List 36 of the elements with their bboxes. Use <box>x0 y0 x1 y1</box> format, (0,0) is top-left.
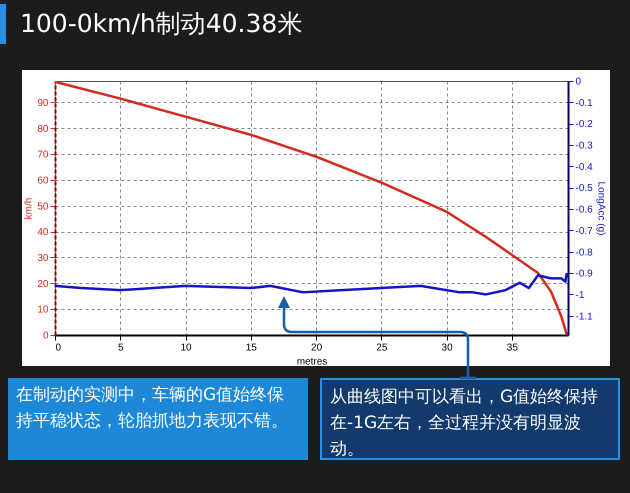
y2-tick-label: 0 <box>576 76 582 88</box>
y-tick-label: 0 <box>42 330 49 342</box>
y-tick-label: 70 <box>37 150 49 161</box>
y-tick-label: 30 <box>37 252 49 264</box>
y-tick-label: 60 <box>37 175 49 186</box>
chart-title: 100-0km/h制动40.38米 <box>0 4 316 44</box>
text: 从曲线图中可以看出，G值始终保持在-1G左右，全过程并没有明显波动。 <box>320 378 620 460</box>
y2-axis-title: LongAcc (g) <box>596 182 607 236</box>
y2-tick-label: -0.2 <box>576 119 594 130</box>
y2-tick-label: -0.6 <box>576 204 594 216</box>
y-tick-label: 40 <box>37 227 49 238</box>
x-tick-label: 20 <box>311 342 323 354</box>
y2-tick-label: -0.7 <box>576 226 594 237</box>
y2-tick-label: -0.1 <box>576 98 594 109</box>
y-tick-label: 80 <box>37 124 49 135</box>
x-tick-label: 5 <box>118 342 124 354</box>
x-tick-label: 25 <box>376 342 388 354</box>
y2-tick-label: -0.5 <box>576 183 594 194</box>
x-tick-label: 15 <box>246 342 258 354</box>
x-tick-label: 35 <box>506 342 518 354</box>
y-tick-label: 20 <box>37 278 49 290</box>
y2-tick-label: -0.4 <box>576 162 594 173</box>
x-tick-label: 30 <box>442 342 454 354</box>
y2-tick-label: -0.8 <box>576 247 594 258</box>
x-axis-title: metres <box>296 356 328 368</box>
text: 在制动的实测中，车辆的G值始终保持平稳状态，轮胎抓地力表现不错。 <box>8 378 308 460</box>
x-tick-label: 10 <box>180 342 192 354</box>
y2-tick-label: -1.1 <box>576 311 594 322</box>
y-tick-label: 10 <box>37 304 49 316</box>
y2-tick-label: -0.3 <box>576 140 594 152</box>
y2-tick-label: -1 <box>576 290 585 301</box>
y-tick-label: 90 <box>37 98 49 109</box>
y-tick-label: 50 <box>37 201 49 212</box>
y2-tick-label: -0.9 <box>576 268 594 280</box>
x-tick-label: 0 <box>56 342 62 354</box>
y-axis-title: km/h <box>23 198 34 220</box>
